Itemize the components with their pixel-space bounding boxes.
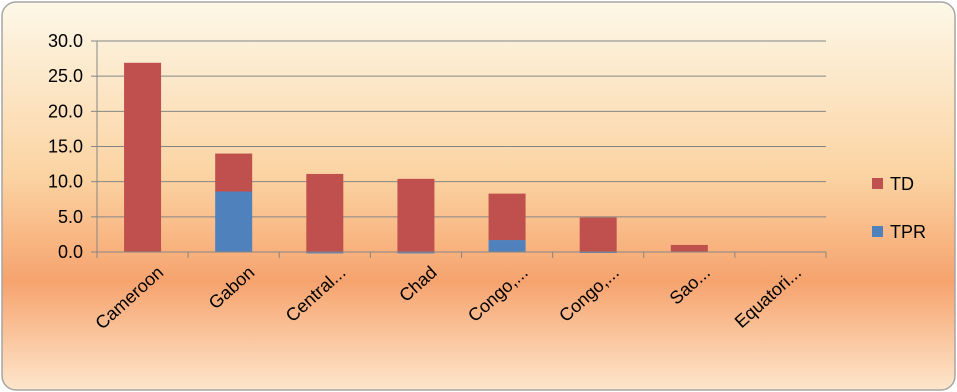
- bar-td: [215, 153, 253, 192]
- y-tick-label: 5.0: [58, 207, 83, 227]
- y-tick-label: 30.0: [48, 31, 83, 51]
- bar-td: [670, 244, 708, 252]
- bars: [124, 62, 708, 254]
- legend-swatch-tpr: [872, 226, 883, 237]
- axes: [91, 40, 827, 258]
- bar-td: [397, 178, 435, 252]
- legend: TD TPR: [872, 174, 926, 242]
- y-tick-label: 15.0: [48, 137, 83, 157]
- bar-tpr: [488, 240, 526, 252]
- legend-label-td: TD: [890, 174, 914, 194]
- bar-td: [579, 217, 617, 252]
- y-tick-label: 10.0: [48, 172, 83, 192]
- y-tick-label: 25.0: [48, 66, 83, 86]
- y-tick-label: 0.0: [58, 242, 83, 262]
- bar-td: [124, 62, 162, 253]
- bar-td: [306, 173, 344, 252]
- gridlines: [97, 40, 826, 218]
- y-axis-tick-labels: 30.0 25.0 20.0 15.0 10.0 5.0 0.0: [48, 31, 83, 262]
- bar-td: [488, 193, 526, 241]
- legend-swatch-td: [872, 178, 883, 189]
- bar-tpr: [306, 252, 344, 254]
- y-tick-label: 20.0: [48, 101, 83, 121]
- legend-label-tpr: TPR: [890, 222, 926, 242]
- bar-tpr: [215, 191, 253, 252]
- bar-tpr: [397, 252, 435, 254]
